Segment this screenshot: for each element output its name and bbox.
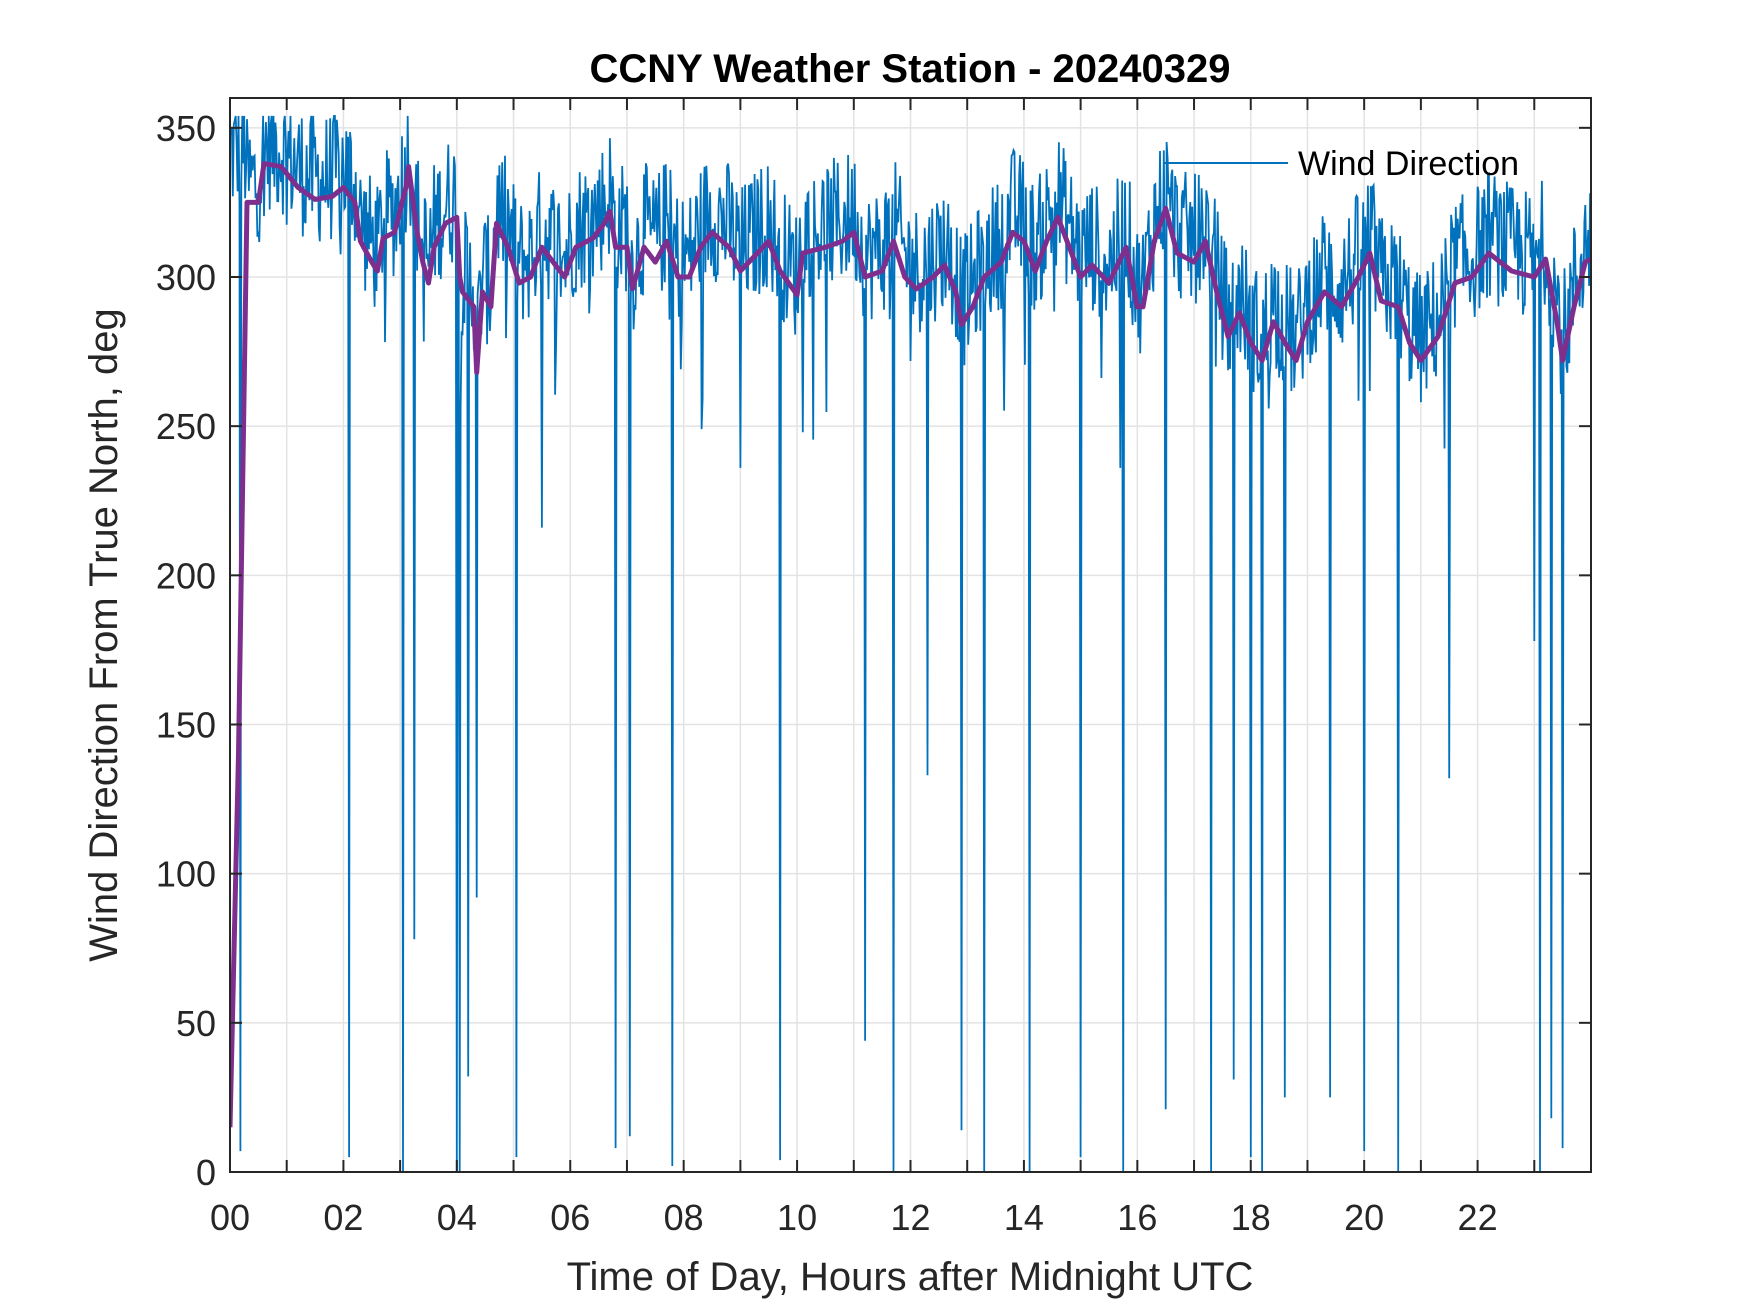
legend-label-wind-direction: Wind Direction <box>1298 145 1519 183</box>
x-tick-label: 02 <box>323 1197 363 1238</box>
x-tick-label: 18 <box>1231 1197 1271 1238</box>
x-tick-label: 04 <box>437 1197 477 1238</box>
x-tick-label: 20 <box>1344 1197 1384 1238</box>
y-tick-label: 0 <box>196 1152 216 1193</box>
y-tick-label: 150 <box>156 705 216 746</box>
x-tick-label: 16 <box>1117 1197 1157 1238</box>
x-tick-label: 00 <box>210 1197 250 1238</box>
y-tick-label: 350 <box>156 108 216 149</box>
y-axis-label: Wind Direction From True North, deg <box>82 308 126 962</box>
x-tick-label: 22 <box>1458 1197 1498 1238</box>
axis-ticks <box>230 98 1591 1173</box>
x-tick-label: 10 <box>777 1197 817 1238</box>
x-tick-labels: 00 02 04 06 08 10 12 14 16 18 20 22 <box>210 1197 1498 1238</box>
x-axis-label: Time of Day, Hours after Midnight UTC <box>567 1255 1254 1299</box>
x-tick-label: 06 <box>550 1197 590 1238</box>
y-tick-labels: 0 50 100 150 200 250 300 350 <box>156 108 216 1193</box>
legend: Wind Direction <box>1163 145 1519 183</box>
y-tick-label: 50 <box>176 1003 216 1044</box>
y-tick-label: 250 <box>156 406 216 447</box>
wind-direction-raw-line <box>230 115 1591 1172</box>
wind-direction-moving-average-line <box>230 161 1591 1128</box>
x-tick-label: 14 <box>1004 1197 1044 1238</box>
y-tick-label: 200 <box>156 555 216 596</box>
y-tick-label: 300 <box>156 257 216 298</box>
y-tick-label: 100 <box>156 854 216 895</box>
chart-title: CCNY Weather Station - 20240329 <box>590 47 1231 91</box>
x-tick-label: 08 <box>664 1197 704 1238</box>
x-tick-label: 12 <box>890 1197 930 1238</box>
